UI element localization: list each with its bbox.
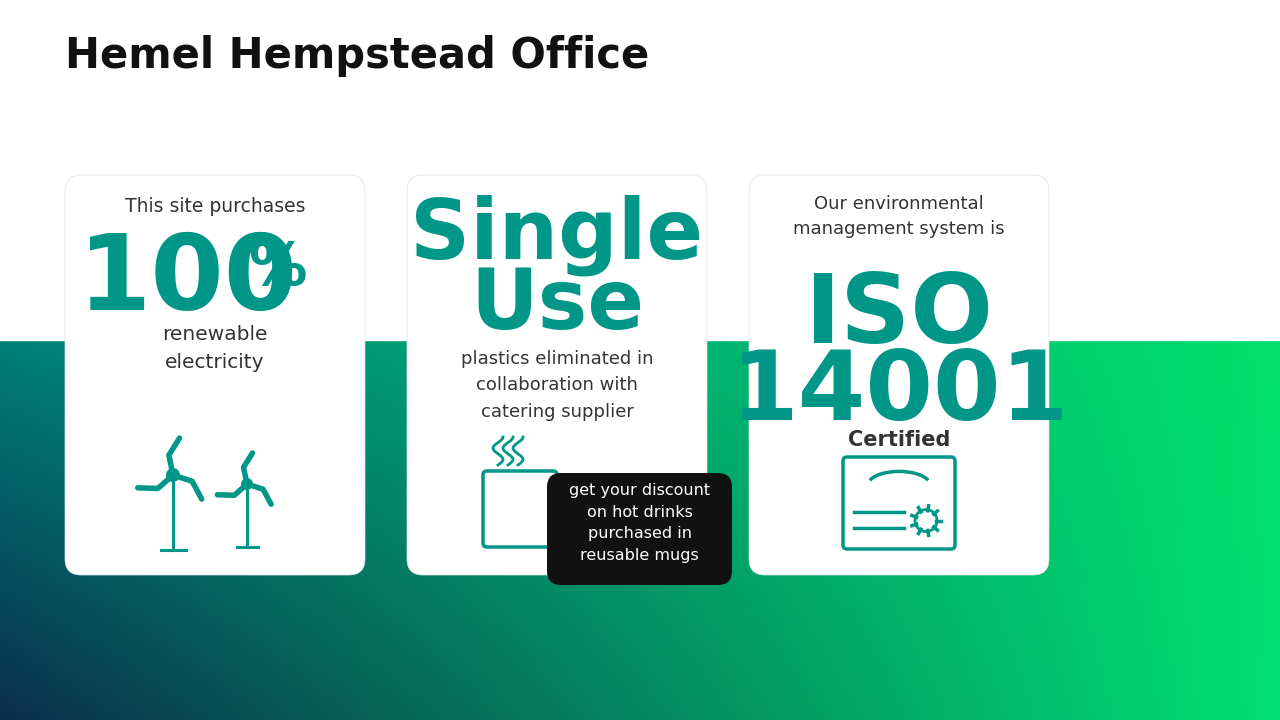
Text: Certified: Certified [847, 430, 950, 450]
Text: get your discount
on hot drinks
purchased in
reusable mugs: get your discount on hot drinks purchase… [568, 483, 710, 563]
Text: ISO: ISO [805, 270, 993, 363]
Text: This site purchases: This site purchases [124, 197, 305, 216]
Text: 100: 100 [77, 230, 297, 332]
Text: Hemel Hempstead Office: Hemel Hempstead Office [65, 35, 649, 77]
Text: Single: Single [411, 195, 704, 276]
Bar [0, 0, 1280, 340]
Text: plastics eliminated in
collaboration with
catering supplier: plastics eliminated in collaboration wit… [461, 350, 653, 420]
Text: %: % [248, 240, 306, 297]
Circle shape [166, 469, 179, 481]
FancyBboxPatch shape [547, 473, 732, 585]
FancyBboxPatch shape [844, 457, 955, 549]
FancyBboxPatch shape [65, 175, 365, 575]
Circle shape [242, 479, 252, 490]
Text: 14001: 14001 [730, 347, 1069, 440]
FancyBboxPatch shape [483, 471, 557, 547]
Text: Use: Use [470, 265, 644, 346]
Text: renewable
electricity: renewable electricity [163, 325, 268, 372]
FancyBboxPatch shape [407, 175, 707, 575]
FancyBboxPatch shape [749, 175, 1050, 575]
Text: Our environmental
management system is: Our environmental management system is [794, 195, 1005, 238]
